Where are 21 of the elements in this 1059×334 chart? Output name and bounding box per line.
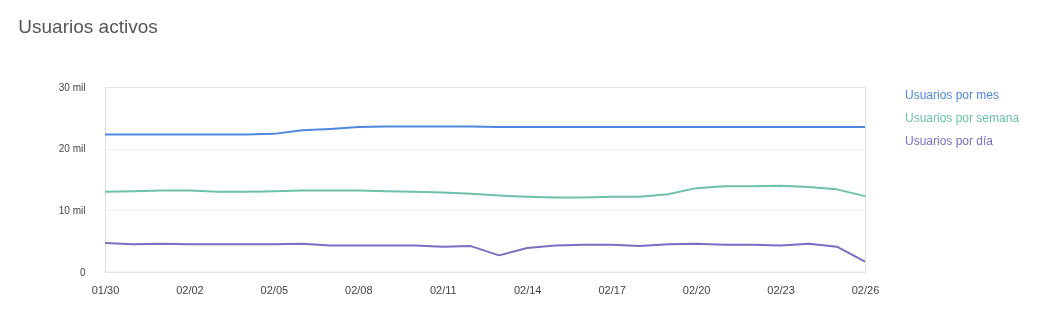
x-tick-label: 02/14 (513, 283, 542, 296)
chart-title: Usuarios activos (18, 16, 158, 37)
text: Usuarios por mes (905, 87, 1000, 102)
y-tick-label: 0 (79, 266, 86, 278)
y-tick-label: 30 mil (58, 81, 86, 93)
y-tick-label: 20 mil (58, 143, 86, 155)
x-tick-label: 01/30 (91, 283, 120, 296)
x-tick-label: 02/02 (176, 283, 204, 296)
x-tick-label: 02/23 (767, 283, 795, 296)
text: Usuarios por día (905, 133, 994, 148)
line-series (104, 242, 866, 263)
x-tick-label: 02/17 (598, 283, 626, 296)
x-tick-label: 02/20 (682, 283, 711, 296)
x-tick-label: 02/11 (429, 283, 457, 296)
x-tick-label: 02/26 (851, 283, 880, 296)
line-series (104, 125, 866, 136)
text: Usuarios por semana (905, 110, 1020, 125)
x-tick-label: 02/05 (260, 283, 289, 296)
y-tick-label: 10 mil (58, 204, 86, 216)
line-series (104, 184, 866, 199)
x-tick-label: 02/08 (345, 283, 373, 296)
